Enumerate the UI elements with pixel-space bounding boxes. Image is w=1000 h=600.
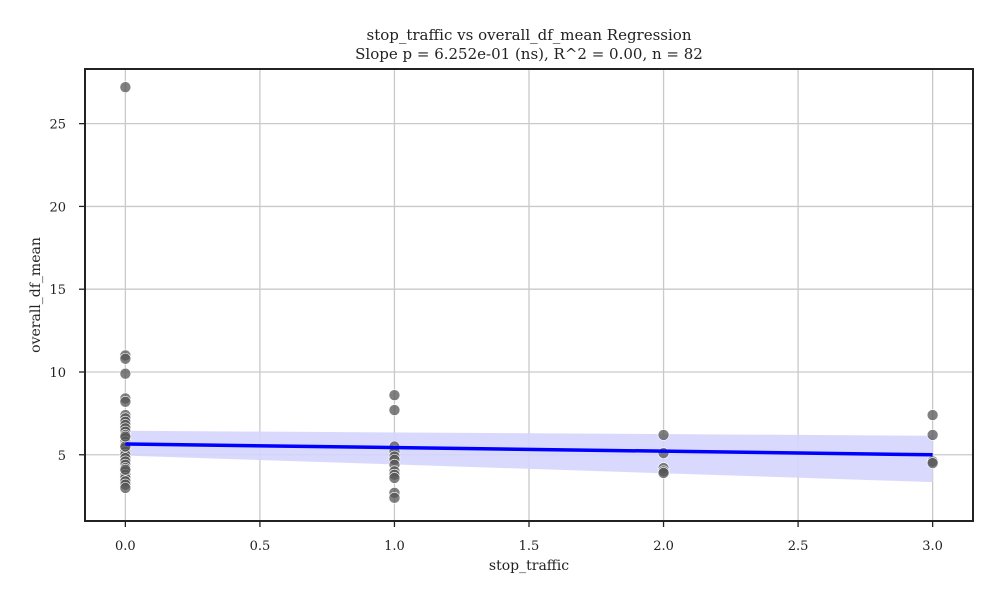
y-tick-label: 20 [49,200,66,215]
chart-subtitle: Slope p = 6.252e-01 (ns), R^2 = 0.00, n … [355,45,703,63]
x-tick-label: 0.5 [250,539,271,554]
confidence-band [125,430,933,483]
y-tick-label: 25 [49,118,66,133]
scatter-point [388,389,401,401]
regression-line [125,442,933,457]
x-axis-label: stop_traffic [489,558,569,574]
scatter-point [119,367,132,380]
x-tick-label: 1.5 [519,539,540,554]
scatter-point [926,457,939,469]
scatter-point [119,81,132,94]
scatter-point [657,467,670,479]
scatter-point [657,429,670,441]
y-axis-ticks: 5 10 15 20 25 [49,118,85,464]
scatter-point [388,404,401,416]
grid-lines [85,69,973,521]
y-tick-label: 5 [58,449,66,464]
x-tick-label: 1.0 [384,539,405,554]
scatter-point [119,395,132,408]
scatter-point [926,429,939,441]
scatter-point [119,482,132,494]
x-tick-label: 3.0 [922,539,943,554]
x-tick-label: 0.0 [115,539,136,554]
scatter-point [388,472,401,484]
scatter-point [657,447,670,459]
scatter-point [388,492,401,504]
x-tick-label: 2.0 [653,539,674,554]
x-axis-ticks: 0.0 0.5 1.0 1.5 2.0 2.5 3.0 [115,521,943,554]
regression-line-layer [125,442,933,457]
confidence-band-layer [125,430,933,483]
scatter-point [119,463,132,476]
scatter-point [119,352,132,365]
scatter-point [119,430,132,443]
scatter-point [926,409,939,421]
x-tick-label: 2.5 [788,539,809,554]
chart-title: stop_traffic vs overall_df_mean Regressi… [367,26,692,44]
y-tick-label: 10 [49,366,66,381]
y-axis-label: overall_df_mean [28,237,44,353]
y-tick-label: 15 [49,283,66,298]
